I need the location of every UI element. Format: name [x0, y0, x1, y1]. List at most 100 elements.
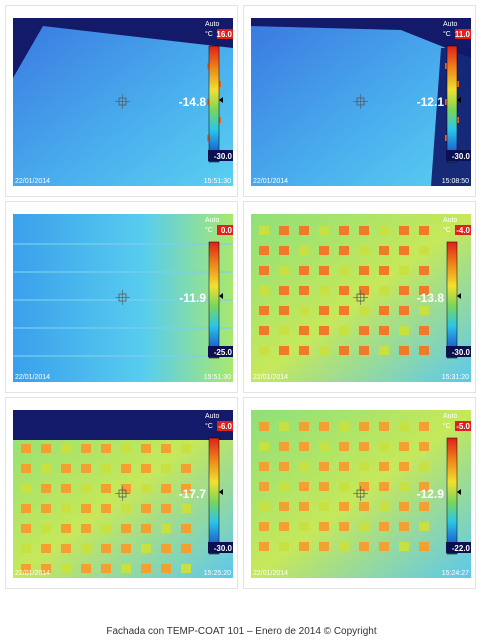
date: 22/01/2014 [253, 570, 288, 577]
window [101, 544, 111, 553]
unit: °C [443, 30, 451, 38]
min-value: -30.0 [452, 348, 471, 357]
thermal-cell: Auto °C -6.0 -30.0 -17.7 22/01/2014 15:25:20 [5, 397, 238, 589]
window [419, 422, 429, 431]
window [81, 504, 91, 513]
window [419, 326, 429, 335]
window [259, 246, 269, 255]
window [61, 564, 71, 573]
window [81, 484, 91, 493]
window [399, 306, 409, 315]
scale-pointer [457, 489, 461, 495]
window [359, 346, 369, 355]
window [339, 266, 349, 275]
window [299, 422, 309, 431]
unit: °C [205, 422, 213, 430]
window [359, 462, 369, 471]
window [299, 306, 309, 315]
window [181, 504, 191, 513]
window [61, 504, 71, 513]
time: 15:25:20 [204, 570, 231, 577]
scale-bar [446, 45, 458, 163]
scale-pointer [219, 293, 223, 299]
window [121, 464, 131, 473]
window [319, 502, 329, 511]
window [121, 524, 131, 533]
window [21, 484, 31, 493]
window [319, 422, 329, 431]
max-box [217, 29, 233, 39]
window [121, 444, 131, 453]
window [299, 346, 309, 355]
max-value: 16.0 [216, 30, 232, 39]
window [181, 524, 191, 533]
min-value: -30.0 [214, 544, 233, 553]
scale-bar [446, 241, 458, 359]
thermal-image: Auto °C 0.0 -25.0 -11.9 22/01/2014 15:51:30 [13, 214, 233, 382]
window [21, 564, 31, 573]
thermal-cell: Auto °C 11.0 -30.0 -12.1 22/01/2014 15:08:50 [243, 5, 476, 197]
max-value: -5.0 [456, 422, 470, 431]
sky [13, 18, 233, 78]
window [61, 444, 71, 453]
window [399, 286, 409, 295]
window [399, 326, 409, 335]
scale-mode: Auto [443, 413, 458, 420]
scale-pointer [457, 97, 461, 103]
window [121, 484, 131, 493]
window [299, 542, 309, 551]
window [399, 266, 409, 275]
window [319, 522, 329, 531]
date: 22/01/2014 [253, 374, 288, 381]
window [279, 502, 289, 511]
window [279, 266, 289, 275]
window [259, 326, 269, 335]
window [399, 442, 409, 451]
window [419, 226, 429, 235]
window [359, 502, 369, 511]
window [299, 462, 309, 471]
window [279, 306, 289, 315]
reading: -13.8 [417, 291, 445, 305]
window [121, 504, 131, 513]
window [339, 462, 349, 471]
thermal-cell: Auto °C 0.0 -25.0 -11.9 22/01/2014 15:51:30 [5, 201, 238, 393]
window [359, 542, 369, 551]
window [279, 462, 289, 471]
window [399, 346, 409, 355]
reading: -11.9 [179, 291, 206, 305]
window [419, 306, 429, 315]
window [379, 306, 389, 315]
window [279, 246, 289, 255]
window [41, 464, 51, 473]
time: 15:24:27 [442, 570, 469, 577]
window [41, 504, 51, 513]
window [41, 544, 51, 553]
date: 22/01/2014 [15, 178, 50, 185]
window [419, 286, 429, 295]
window [181, 544, 191, 553]
window [359, 326, 369, 335]
window [319, 246, 329, 255]
window [299, 442, 309, 451]
window [319, 442, 329, 451]
window [259, 522, 269, 531]
window [81, 544, 91, 553]
window [359, 266, 369, 275]
window [101, 444, 111, 453]
window [101, 504, 111, 513]
window [399, 462, 409, 471]
window [359, 442, 369, 451]
reading: -14.8 [179, 95, 207, 109]
window [101, 524, 111, 533]
window [161, 544, 171, 553]
max-box [455, 29, 471, 39]
window [359, 246, 369, 255]
window [359, 482, 369, 491]
scale-pointer [219, 489, 223, 495]
window [299, 226, 309, 235]
sky [13, 410, 233, 440]
window [299, 266, 309, 275]
min-value: -22.0 [452, 544, 471, 553]
window [339, 422, 349, 431]
